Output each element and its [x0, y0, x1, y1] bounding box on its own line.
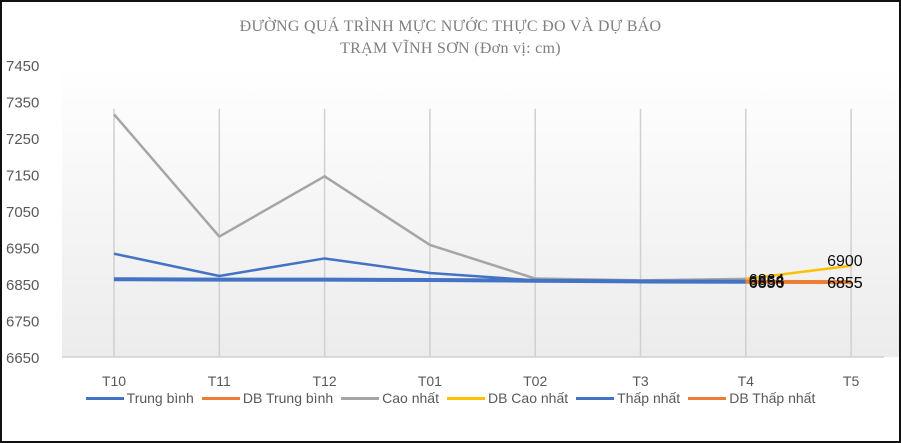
data-label: 6864 [749, 272, 785, 289]
series-line [113, 277, 746, 284]
series-line [745, 264, 852, 281]
x-tick-label: T02 [523, 373, 547, 389]
legend-swatch-icon [85, 396, 124, 400]
y-tick-label: 6750 [6, 314, 39, 331]
y-tick-label: 6950 [6, 241, 39, 258]
y-tick-label: 7150 [6, 168, 39, 185]
y-tick-label: 7250 [6, 131, 39, 148]
y-tick-label: 6650 [6, 350, 39, 367]
legend-label: DB Thấp nhất [729, 390, 816, 406]
legend-item: Trung bình [85, 390, 194, 406]
x-tick-label: T11 [208, 373, 231, 389]
legend-label: DB Cao nhất [487, 390, 569, 406]
chart-legend: Trung bình DB Trung bình Cao nhất DB Cao nh… [2, 390, 899, 406]
legend-label: Thấp nhất [617, 390, 681, 406]
x-tick-label: T5 [843, 373, 860, 389]
data-label: 6855 [827, 275, 863, 292]
y-tick-label: 7350 [6, 95, 39, 112]
legend-label: Cao nhất [382, 390, 439, 406]
y-tick-label: 7450 [6, 58, 39, 75]
x-tick-label: T4 [738, 373, 755, 389]
legend-swatch-icon [688, 396, 727, 400]
y-tick-label: 7050 [6, 204, 39, 221]
legend-swatch-icon [201, 396, 240, 400]
legend-item: Thấp nhất [576, 390, 680, 406]
chart-title: ĐƯỜNG QUÁ TRÌNH MỰC NƯỚC THỰC ĐO VÀ DỰ B… [239, 18, 662, 35]
x-tick-label: T3 [632, 373, 649, 389]
data-label: 6855 [827, 275, 863, 292]
legend-swatch-icon [576, 396, 615, 400]
data-label: 6856 [749, 275, 785, 292]
legend-label: DB Trung bình [242, 390, 334, 406]
legend-item: Cao nhất [341, 390, 439, 406]
legend-item: DB Thấp nhất [688, 390, 815, 406]
data-label: 6900 [827, 253, 863, 270]
y-tick-label: 6850 [6, 277, 39, 294]
x-tick-label: T10 [102, 373, 126, 389]
legend-item: DB Cao nhất [446, 390, 569, 406]
legend-label: Trung bình [126, 390, 194, 406]
legend-swatch-icon [446, 396, 485, 400]
x-tick-label: T01 [418, 373, 442, 389]
chart-subtitle: TRẠM VĨNH SƠN (Đơn vị: cm) [340, 40, 561, 57]
data-label: 6858 [749, 274, 785, 291]
legend-item: DB Trung bình [201, 390, 334, 406]
x-tick-label: T12 [313, 373, 337, 389]
legend-swatch-icon [341, 396, 380, 400]
